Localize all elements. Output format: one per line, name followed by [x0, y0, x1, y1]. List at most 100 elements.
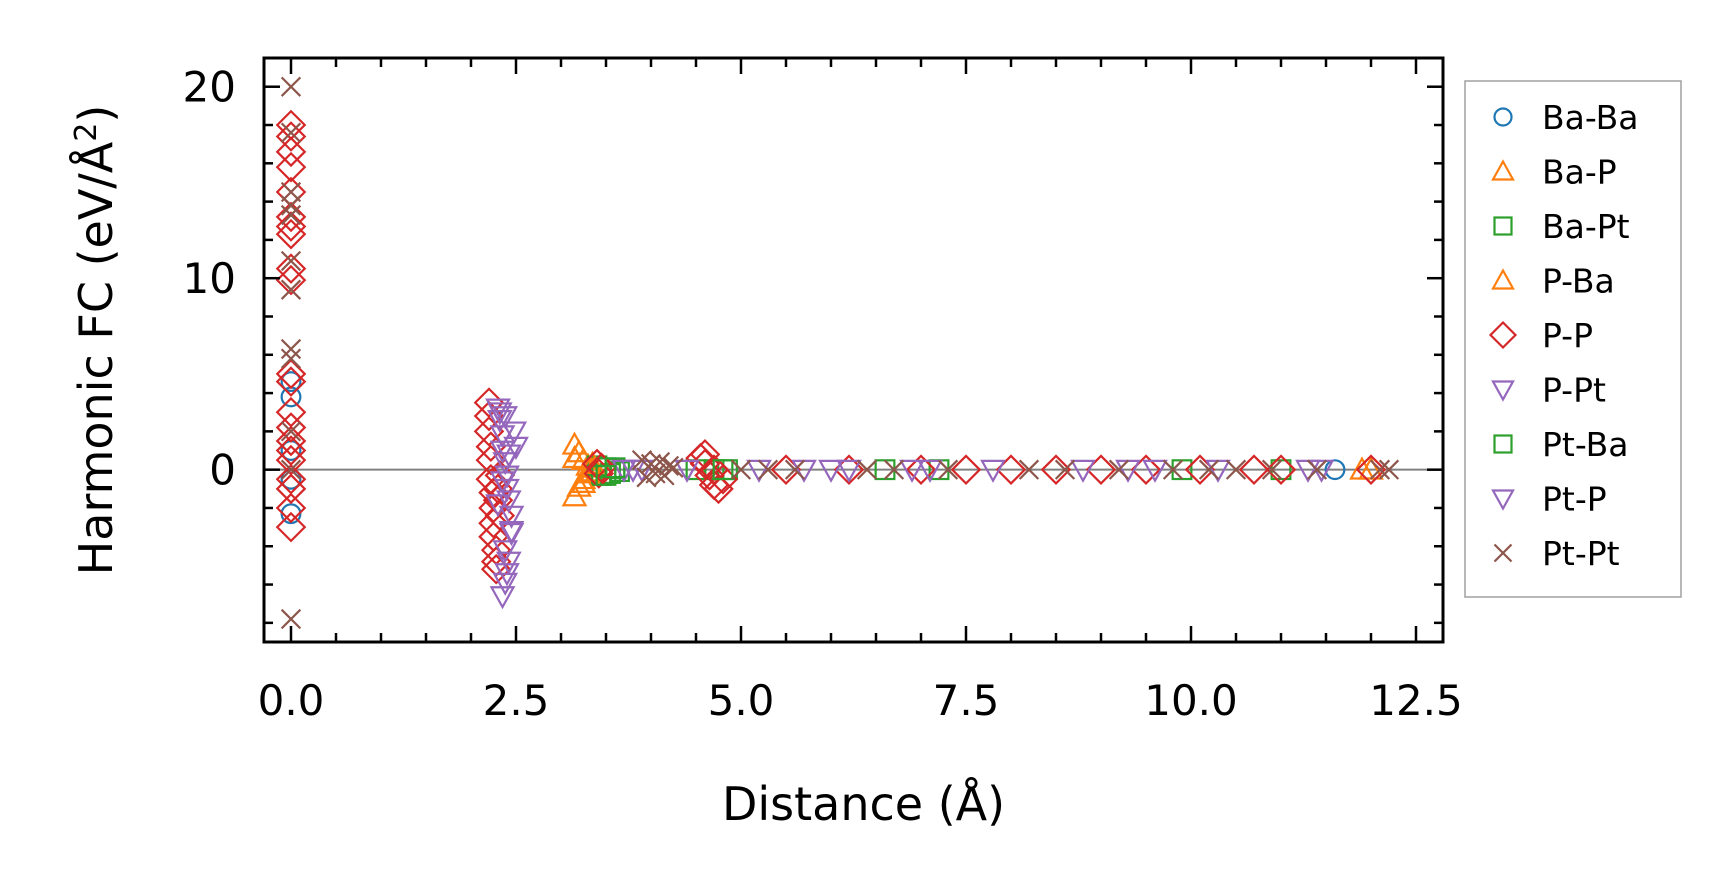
data-point: [1198, 459, 1220, 480]
data-point: [698, 454, 730, 485]
data-point: [275, 425, 307, 457]
data-point: [498, 505, 525, 529]
data-point: [275, 211, 307, 242]
data-point: [1225, 459, 1247, 480]
axes: 0.0 2.5 5.0 7.5 10.0 12.5 0 10 20 Distance (Å) Har…: [69, 56, 1463, 831]
data-point: [280, 76, 302, 97]
series-pt-ba: [595, 457, 734, 486]
data-point: [275, 473, 307, 505]
data-point: [1324, 459, 1346, 481]
series-p-p: [275, 109, 1387, 585]
data-point: [658, 455, 680, 476]
data-point: [883, 459, 905, 480]
data-point: [757, 459, 779, 480]
legend-marker: [1493, 107, 1513, 127]
data-point: [275, 511, 307, 543]
x-tick-label: 2.5: [483, 676, 550, 725]
legend-label: Pt-P: [1542, 480, 1607, 519]
data-point: [1355, 454, 1387, 485]
data-point: [1369, 459, 1391, 480]
data-point: [917, 459, 943, 483]
data-point: [495, 444, 522, 468]
data-point: [280, 122, 302, 143]
data-point: [485, 494, 511, 518]
data-point: [730, 459, 752, 480]
y-tick-label: 20: [183, 63, 236, 112]
data-point: [899, 459, 925, 483]
data-point: [1054, 459, 1076, 480]
data-point: [492, 406, 519, 430]
data-point: [1070, 459, 1096, 483]
legend-label: Ba-Pt: [1542, 207, 1630, 246]
x-axis-title: Distance (Å): [722, 777, 1005, 831]
data-point: [275, 109, 307, 141]
legend-label: P-P: [1542, 316, 1593, 355]
data-point: [674, 459, 700, 483]
data-point: [489, 440, 516, 464]
data-point: [486, 409, 513, 434]
y-tick-label: 0: [209, 446, 236, 495]
data-point: [280, 348, 302, 369]
data-point: [784, 459, 806, 480]
data-point: [275, 136, 307, 168]
legend-entry: Ba-Pt: [1493, 207, 1630, 246]
legend-entry: Ba-P: [1491, 153, 1617, 192]
data-point: [818, 459, 844, 483]
data-point: [275, 492, 307, 524]
data-point: [1261, 459, 1283, 480]
legend-marker: [1488, 320, 1518, 350]
data-point: [275, 253, 307, 284]
data-marks: [264, 76, 1443, 630]
data-point: [280, 195, 302, 216]
series-pt-pt: [280, 76, 1400, 630]
x-tick-label: 5.0: [708, 676, 775, 725]
x-tick-label: 12.5: [1369, 676, 1463, 725]
data-point: [280, 279, 302, 300]
data-point: [561, 444, 588, 469]
data-point: [937, 459, 959, 480]
legend-label: P-Ba: [1542, 262, 1615, 301]
data-point: [836, 459, 862, 483]
data-point: [498, 522, 525, 547]
data-point: [950, 454, 982, 485]
series-ba-ba: [280, 371, 1346, 525]
data-point: [1162, 459, 1184, 480]
data-point: [280, 250, 302, 272]
data-point: [280, 338, 302, 360]
data-point: [275, 358, 307, 390]
data-point: [501, 421, 528, 445]
legend-marker: [1491, 159, 1515, 181]
legend-marker: [1493, 434, 1513, 454]
legend-marker: [1491, 489, 1515, 511]
data-point: [495, 490, 522, 514]
data-point: [663, 457, 684, 478]
legend-entry: Pt-Pt: [1493, 534, 1620, 573]
data-point: [1018, 459, 1040, 480]
data-point: [275, 366, 307, 397]
data-point: [980, 459, 1006, 483]
data-point: [712, 459, 734, 481]
data-point: [489, 425, 516, 449]
legend-label: Ba-P: [1542, 153, 1617, 192]
legend-entry: P-P: [1488, 316, 1593, 355]
data-point: [275, 218, 307, 250]
data-point: [1108, 459, 1130, 480]
x-tick-label: 0.0: [258, 676, 325, 725]
data-point: [478, 507, 509, 539]
y-tick-label: 10: [183, 254, 236, 303]
legend-entry: Pt-Ba: [1493, 425, 1628, 464]
data-point: [1378, 459, 1400, 480]
legend-label: Pt-Ba: [1542, 425, 1628, 464]
data-point: [492, 540, 519, 564]
data-point: [703, 473, 734, 505]
data-point: [905, 454, 937, 485]
data-point: [275, 121, 307, 152]
legend-marker: [1493, 543, 1513, 563]
data-point: [586, 452, 617, 484]
x-tick-label: 10.0: [1144, 676, 1238, 725]
legend-label: Ba-Ba: [1542, 98, 1638, 137]
data-point: [685, 442, 716, 474]
data-point: [489, 471, 516, 495]
data-point: [492, 572, 519, 596]
